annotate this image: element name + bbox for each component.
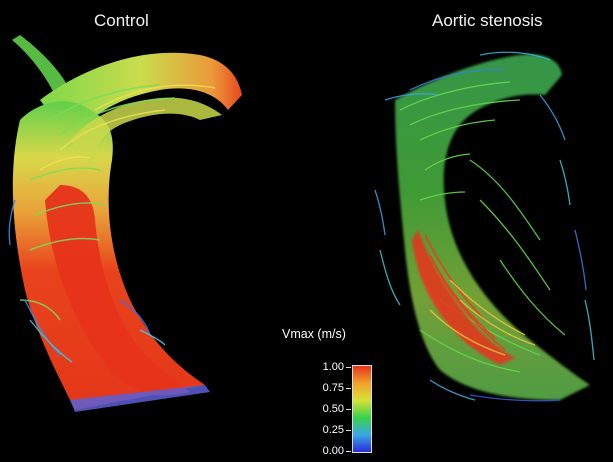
aortic-stenosis-flow-rendering — [374, 51, 595, 402]
colorbar-tick-mark — [346, 430, 351, 431]
colorbar-tick-0-00: 0.00 — [322, 445, 344, 457]
colorbar-title: Vmax (m/s) — [282, 327, 346, 341]
colorbar-tick-mark — [346, 409, 351, 410]
colorbar-tick-mark — [346, 367, 351, 368]
colorbar-tick-0-25: 0.25 — [322, 424, 344, 436]
colorbar-tick-mark — [346, 388, 351, 389]
control-panel-title: Control — [94, 11, 149, 30]
aortic-stenosis-panel-title: Aortic stenosis — [432, 11, 543, 30]
control-flow-rendering — [8, 35, 242, 412]
colorbar-tick-0-50: 0.50 — [322, 403, 344, 415]
colorbar-tick-0-75: 0.75 — [322, 382, 344, 394]
colorbar — [352, 365, 372, 453]
colorbar-tick-mark — [346, 451, 351, 452]
colorbar-tick-1-00: 1.00 — [322, 361, 344, 373]
